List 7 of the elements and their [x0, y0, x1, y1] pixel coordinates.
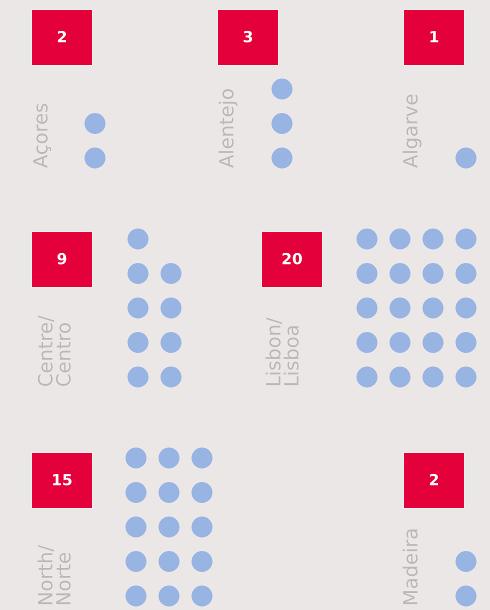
data-label: 20: [282, 252, 302, 264]
data-label: 3: [244, 30, 252, 42]
data-label: 9: [57, 252, 66, 264]
data-label: 2: [430, 474, 438, 486]
data-label: 1: [430, 31, 438, 42]
data-label: 15: [53, 474, 72, 486]
data-label: 2: [58, 30, 66, 42]
